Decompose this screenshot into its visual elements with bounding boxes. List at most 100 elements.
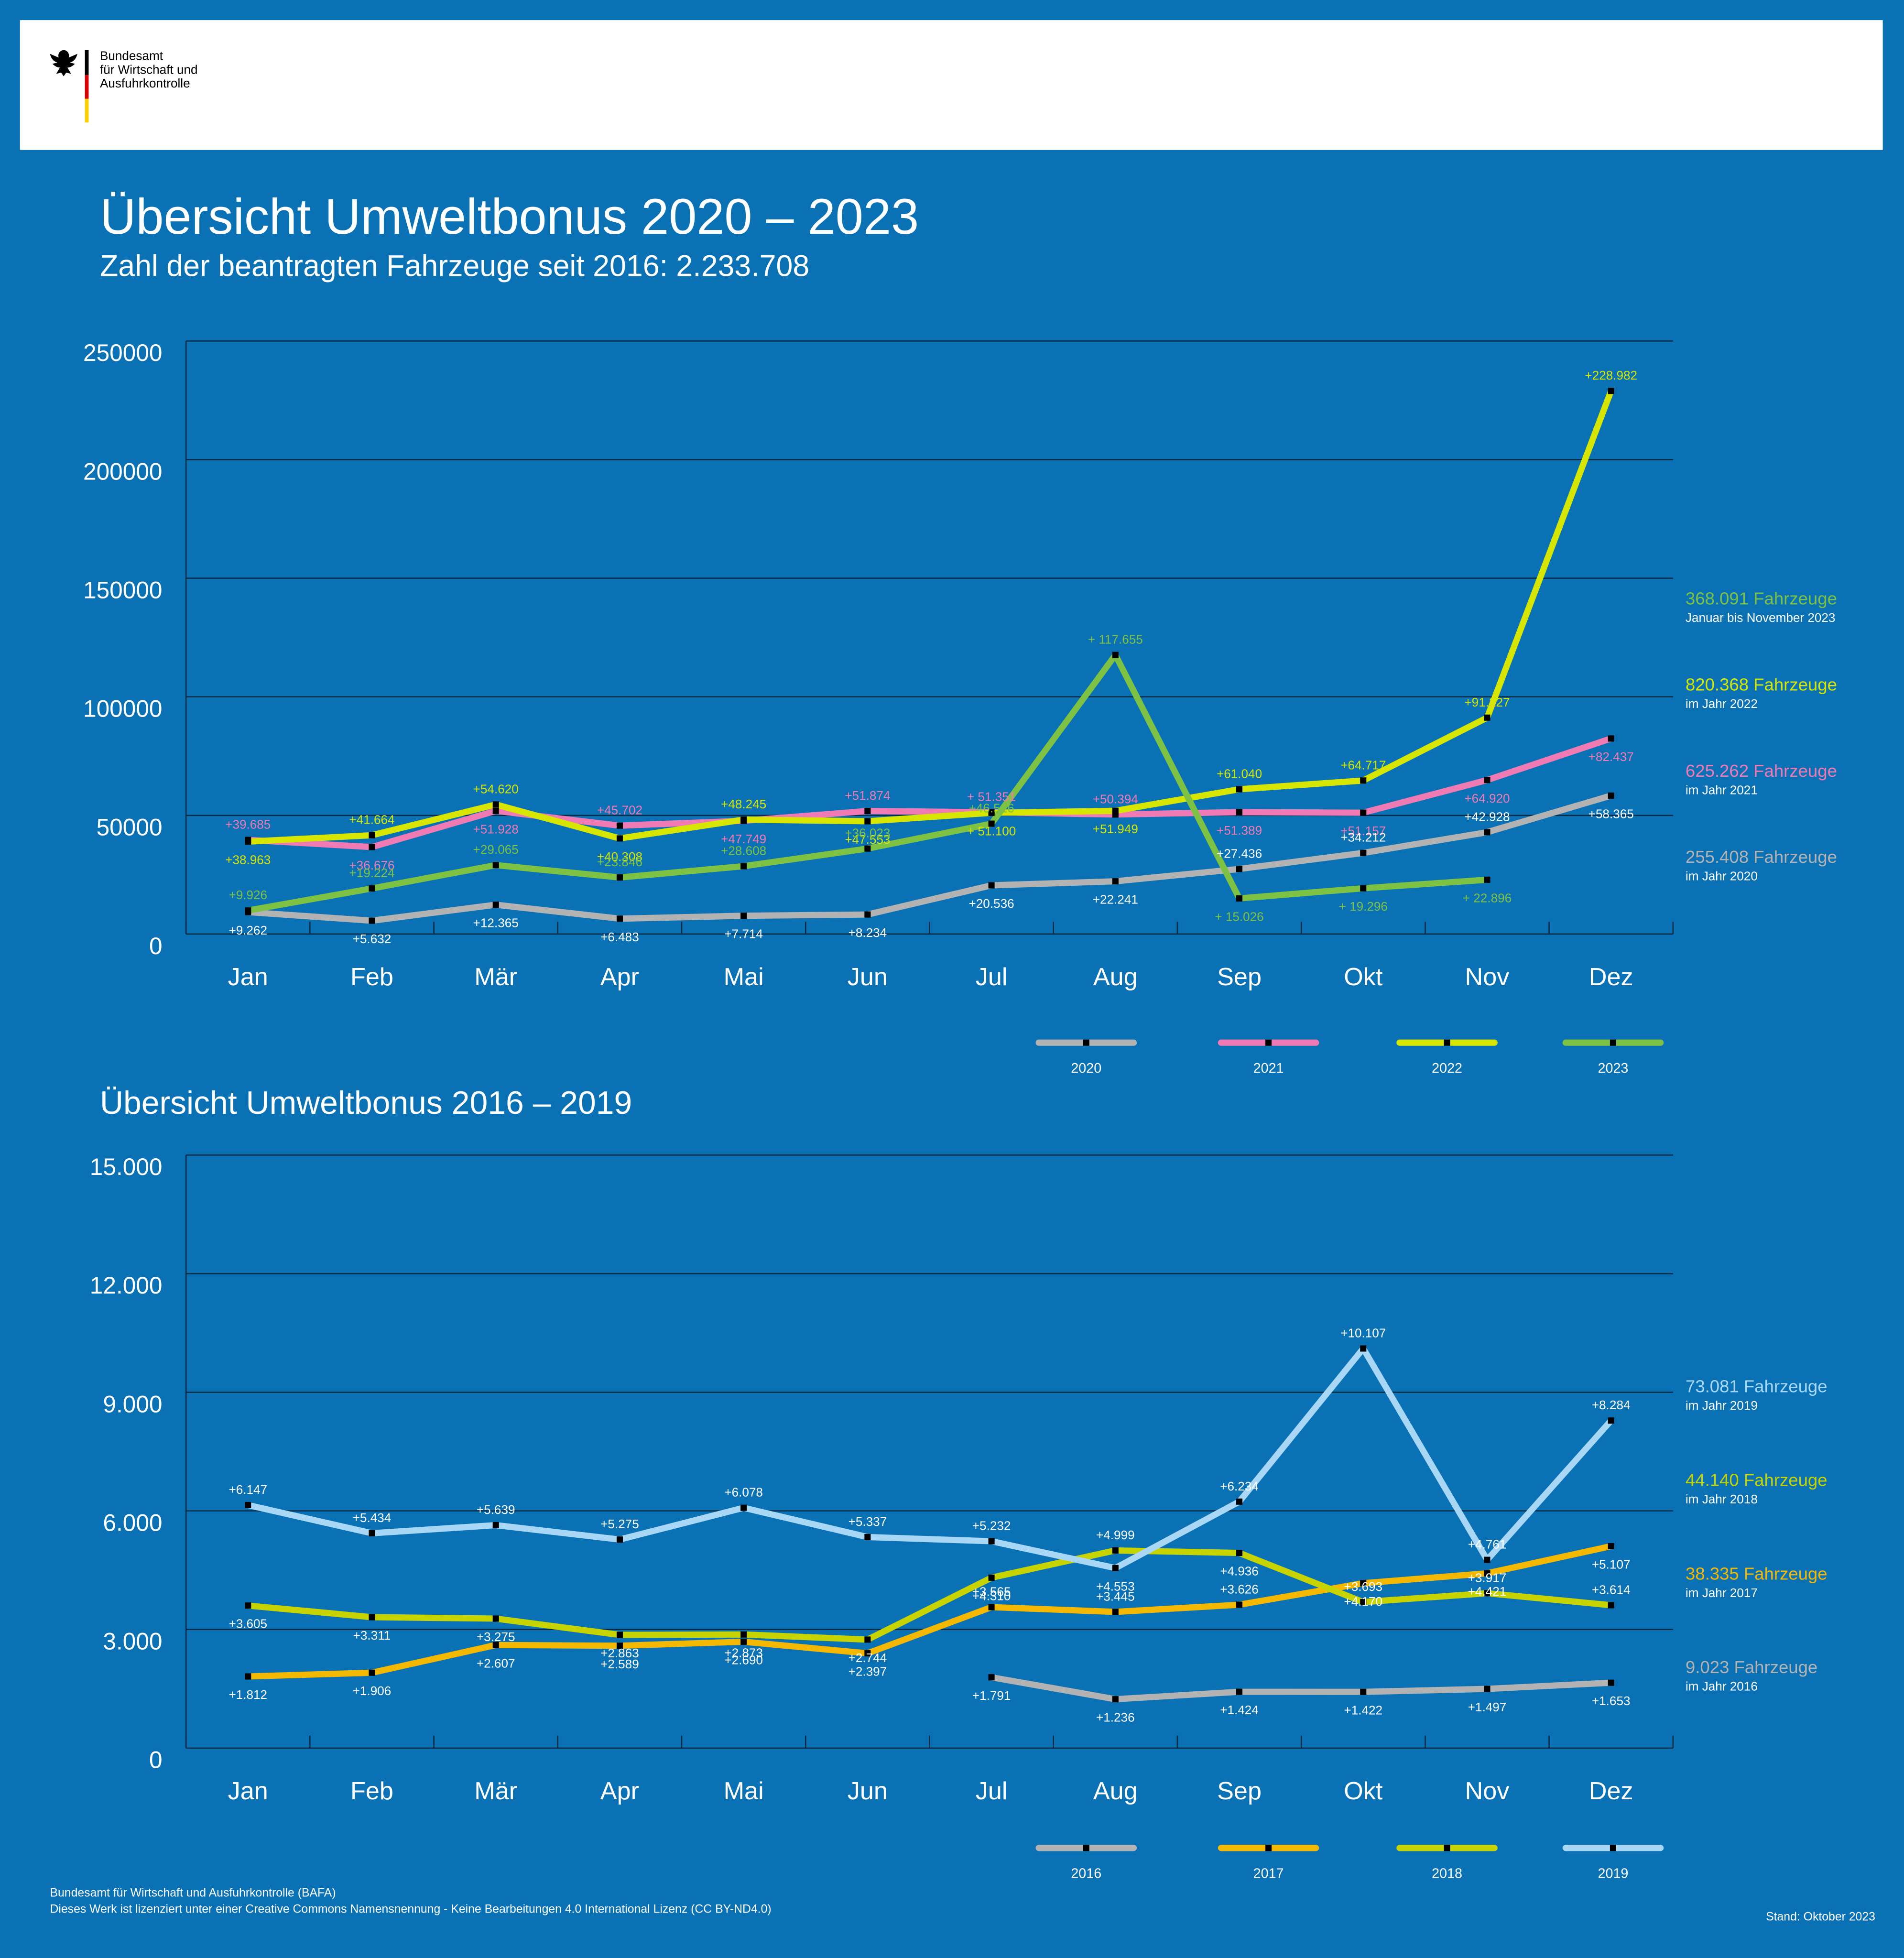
y-tick-label: 15.000 bbox=[90, 1153, 163, 1180]
point-marker bbox=[1360, 1599, 1367, 1605]
value-label: +3.917 bbox=[1468, 1570, 1507, 1585]
point-marker bbox=[864, 818, 871, 825]
value-label: + 19.296 bbox=[1339, 899, 1388, 914]
point-marker bbox=[864, 1636, 871, 1643]
point-marker bbox=[988, 1574, 995, 1581]
value-label: + 51.351 bbox=[967, 790, 1016, 804]
point-marker bbox=[864, 845, 871, 852]
x-tick-label: Mai bbox=[724, 1777, 764, 1805]
value-label: +9.926 bbox=[228, 888, 267, 902]
value-label: +39.685 bbox=[225, 817, 271, 832]
value-label: +47.749 bbox=[721, 832, 766, 846]
y-tick-label: 0 bbox=[149, 933, 163, 959]
point-marker bbox=[1484, 1556, 1491, 1563]
value-label: +6.147 bbox=[228, 1482, 267, 1497]
value-label: +19.224 bbox=[349, 866, 394, 880]
value-label: +2.397 bbox=[849, 1664, 887, 1679]
annotation: 9.023 Fahrzeuge bbox=[1686, 1657, 1817, 1677]
point-marker bbox=[740, 1504, 747, 1511]
point-marker bbox=[1360, 885, 1367, 892]
value-label: +3.311 bbox=[353, 1628, 391, 1643]
legend-label: 2022 bbox=[1432, 1061, 1462, 1076]
value-label: +5.337 bbox=[849, 1514, 887, 1529]
point-marker bbox=[988, 1604, 995, 1610]
legend-marker bbox=[1083, 1845, 1089, 1851]
y-tick-label: 0 bbox=[149, 1747, 163, 1773]
value-label: +5.232 bbox=[972, 1519, 1011, 1533]
main-title: Übersicht Umweltbonus 2020 – 2023 bbox=[100, 189, 919, 245]
eagle-logo bbox=[50, 50, 77, 76]
point-marker bbox=[988, 820, 995, 827]
x-tick-label: Apr bbox=[600, 1777, 639, 1805]
value-label: +3.445 bbox=[1096, 1589, 1135, 1603]
value-label: +5.639 bbox=[477, 1502, 515, 1517]
legend-label: 2023 bbox=[1598, 1061, 1629, 1076]
x-tick-label: Nov bbox=[1465, 1777, 1510, 1805]
legend-marker bbox=[1610, 1039, 1616, 1046]
y-tick-label: 3.000 bbox=[103, 1628, 162, 1655]
value-label: +20.536 bbox=[969, 896, 1014, 911]
point-marker bbox=[864, 911, 871, 918]
point-marker bbox=[1484, 1590, 1491, 1597]
series-line bbox=[248, 1543, 1612, 1680]
value-label: +4.310 bbox=[972, 1588, 1011, 1603]
value-label: +64.717 bbox=[1340, 758, 1386, 772]
point-marker bbox=[864, 1650, 871, 1657]
x-tick-label: Apr bbox=[600, 963, 639, 991]
value-label: +7.714 bbox=[724, 927, 763, 941]
chart-title: Übersicht Umweltbonus 2016 – 2019 bbox=[100, 1085, 632, 1121]
value-label: +91.227 bbox=[1464, 695, 1510, 709]
annotation: 820.368 Fahrzeuge bbox=[1686, 675, 1837, 695]
value-label: +1.791 bbox=[972, 1688, 1011, 1703]
y-tick-label: 250000 bbox=[83, 339, 163, 366]
point-marker bbox=[245, 838, 251, 845]
value-label: +3.614 bbox=[1592, 1582, 1631, 1597]
value-label: +4.761 bbox=[1468, 1537, 1507, 1552]
value-label: +5.107 bbox=[1592, 1557, 1631, 1571]
series-line bbox=[248, 1547, 1611, 1643]
point-marker bbox=[1484, 1686, 1491, 1692]
value-label: +23.846 bbox=[597, 855, 642, 869]
value-label: +1.422 bbox=[1344, 1703, 1382, 1717]
x-tick-label: Jan bbox=[228, 1777, 268, 1805]
point-marker bbox=[1608, 1679, 1614, 1686]
legend-label: 2020 bbox=[1071, 1061, 1101, 1076]
value-label: +2.589 bbox=[600, 1657, 639, 1671]
value-label: +51.928 bbox=[473, 822, 519, 836]
point-marker bbox=[1484, 777, 1491, 783]
legend-marker bbox=[1265, 1845, 1272, 1851]
point-marker bbox=[492, 807, 499, 814]
point-marker bbox=[1360, 777, 1367, 784]
point-marker bbox=[369, 1614, 375, 1621]
point-marker bbox=[492, 902, 499, 908]
logo-text: Ausfuhrkontrolle bbox=[100, 76, 190, 90]
point-marker bbox=[1360, 1580, 1367, 1587]
point-marker bbox=[1112, 1696, 1119, 1703]
point-marker bbox=[616, 1643, 623, 1649]
x-tick-label: Feb bbox=[350, 1777, 393, 1805]
value-label: +5.275 bbox=[600, 1517, 639, 1531]
value-label: +51.157 bbox=[1340, 824, 1386, 838]
x-tick-label: Jun bbox=[848, 963, 888, 991]
series-line bbox=[248, 390, 1614, 845]
value-label: +6.234 bbox=[1220, 1479, 1259, 1493]
value-label: + 22.896 bbox=[1463, 891, 1512, 905]
value-label: +2.607 bbox=[477, 1656, 515, 1670]
value-label: +47.553 bbox=[845, 832, 890, 847]
x-tick-label: Mär bbox=[474, 963, 517, 991]
point-marker bbox=[245, 907, 251, 914]
x-tick-label: Jul bbox=[976, 963, 1008, 991]
value-label: +29.065 bbox=[473, 842, 519, 857]
value-label: +38.963 bbox=[225, 853, 271, 867]
point-marker bbox=[245, 1501, 251, 1508]
point-marker bbox=[1608, 735, 1614, 742]
value-label: +6.078 bbox=[724, 1485, 763, 1500]
value-label: +41.664 bbox=[349, 813, 394, 827]
annotation: 625.262 Fahrzeuge bbox=[1686, 761, 1837, 781]
series-line bbox=[247, 1345, 1614, 1571]
value-label: +12.365 bbox=[473, 916, 519, 930]
value-label: + 51.100 bbox=[967, 824, 1016, 838]
y-tick-label: 150000 bbox=[83, 577, 163, 603]
footer-text: Dieses Werk ist lizenziert unter einer C… bbox=[50, 1903, 771, 1916]
